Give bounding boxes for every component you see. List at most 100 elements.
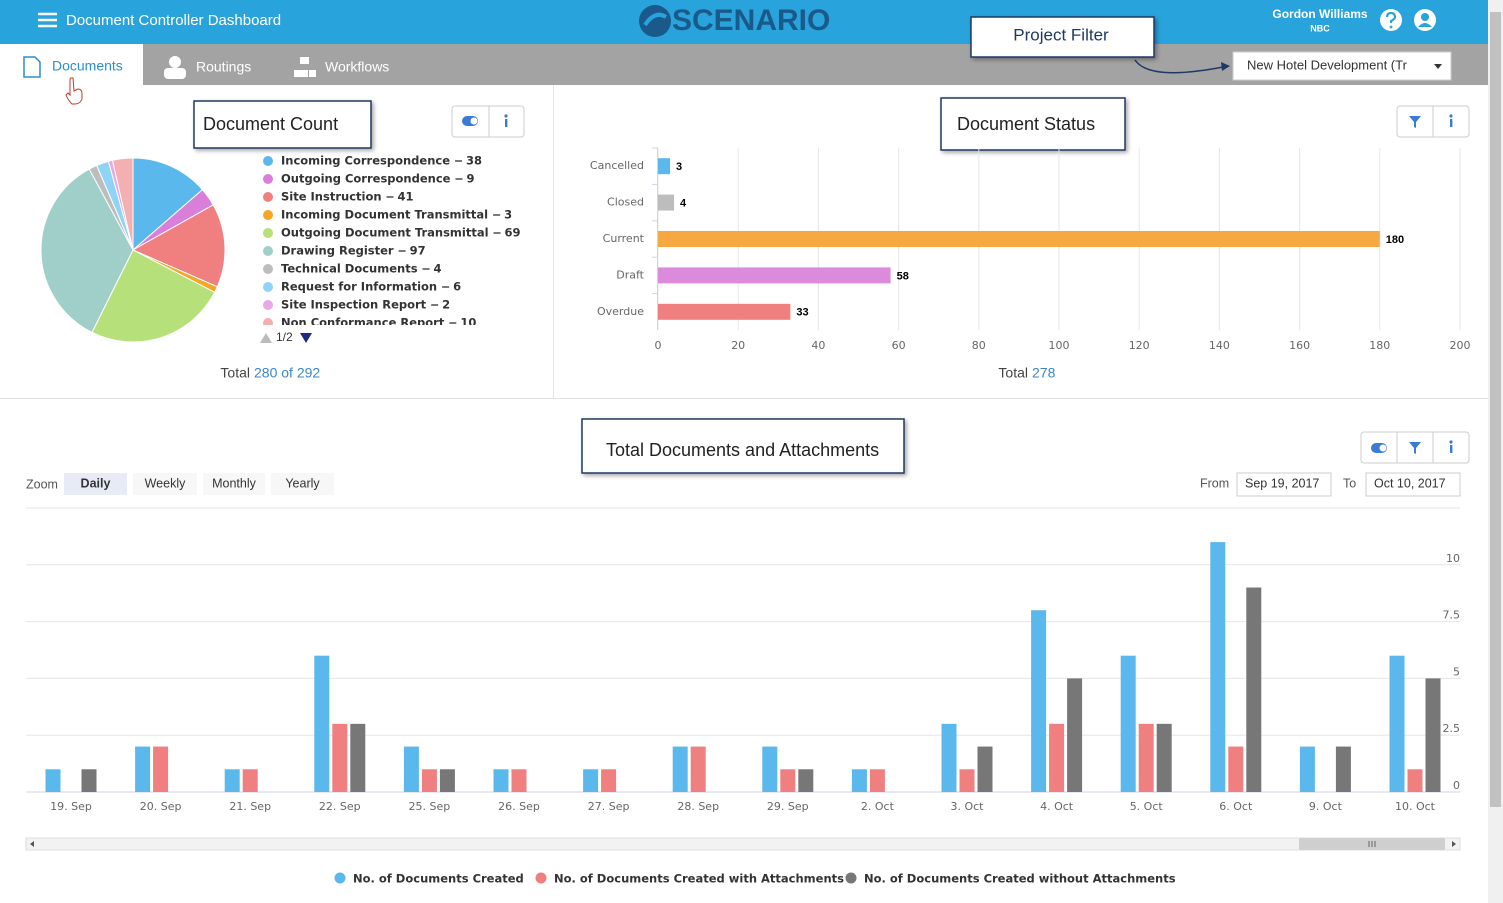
legend-label[interactable]: Non Conformance Report [281,316,445,330]
bar[interactable] [1389,655,1405,792]
pie-slice [91,249,216,343]
menu-button[interactable] [38,12,57,28]
bar[interactable] [1407,769,1423,792]
bar[interactable] [798,769,814,792]
legend-label[interactable]: Site Inspection Report [281,298,427,312]
chart-scrollbar[interactable] [25,837,1461,851]
legend-swatch[interactable] [263,228,273,238]
legend-label[interactable]: Incoming Correspondence [281,154,450,168]
bar[interactable] [511,769,527,792]
legend-label[interactable]: Request for Information [281,280,437,294]
bar[interactable] [658,194,675,211]
legend-swatch[interactable] [263,300,273,310]
bar[interactable] [601,769,617,792]
info-button[interactable] [1449,440,1453,453]
bar[interactable] [869,769,885,792]
bar[interactable] [350,723,366,792]
legend-label[interactable]: Site Instruction [281,190,382,204]
legend-label[interactable]: Drawing Register [281,244,394,258]
bar[interactable] [1156,723,1172,792]
chart-title: Document Status [957,114,1095,134]
bar[interactable] [224,769,240,792]
bar[interactable] [1228,746,1244,792]
bar[interactable] [1120,655,1136,792]
toggle-button[interactable] [1371,443,1387,453]
bar[interactable] [439,769,455,792]
legend-label[interactable]: No. of Documents Created without Attachm… [864,872,1176,886]
to-input[interactable] [1365,472,1461,497]
bar[interactable] [780,769,796,792]
zoom-button[interactable] [203,473,265,495]
legend-swatch[interactable] [263,282,273,292]
page-scrollbar-thumb[interactable] [1490,12,1501,807]
x-tick-label: 3. Oct [950,800,984,813]
legend-swatch[interactable] [263,156,273,166]
bar[interactable] [1425,678,1441,792]
user-icon[interactable] [1414,9,1436,31]
bar[interactable] [421,769,437,792]
legend-swatch[interactable] [263,192,273,202]
bar[interactable] [959,769,975,792]
zoom-button[interactable] [271,473,334,495]
legend-label[interactable]: Technical Documents [281,262,418,276]
bar[interactable] [1299,746,1315,792]
bar[interactable] [941,723,957,792]
project-select[interactable] [1232,51,1452,81]
tab-workflows[interactable]: Workflows [294,57,389,77]
legend-swatch[interactable] [263,318,273,328]
help-icon[interactable] [1380,9,1402,31]
legend-swatch[interactable] [334,872,346,884]
legend-page-up[interactable] [260,333,272,343]
bar[interactable] [583,769,599,792]
bar[interactable] [851,769,867,792]
filter-button[interactable] [1409,442,1421,454]
bar[interactable] [690,746,706,792]
bar[interactable] [1210,542,1226,792]
filter-button[interactable] [1409,116,1421,128]
y-tick-label: 2.5 [1443,722,1461,735]
legend-swatch[interactable] [263,174,273,184]
bar[interactable] [135,746,151,792]
bar[interactable] [658,267,891,284]
legend-label[interactable]: Outgoing Correspondence [281,172,451,186]
zoom-button[interactable] [133,473,197,495]
legend-swatch[interactable] [263,210,273,220]
bar[interactable] [81,769,97,792]
legend-page-down[interactable] [300,333,312,343]
tab-routings[interactable]: Routings [164,56,251,79]
from-input[interactable] [1236,472,1332,497]
bar[interactable] [1067,678,1083,792]
bar[interactable] [762,746,778,792]
legend-swatch[interactable] [535,872,547,884]
bar[interactable] [332,723,348,792]
toggle-button[interactable] [462,116,478,126]
bar[interactable] [403,746,419,792]
bar[interactable] [977,746,993,792]
legend-label[interactable]: No. of Documents Created with Attachment… [554,872,844,886]
bar[interactable] [493,769,509,792]
bar[interactable] [242,769,258,792]
bar[interactable] [1335,746,1351,792]
bar[interactable] [658,158,671,175]
legend-label[interactable]: No. of Documents Created [353,872,524,886]
legend-label[interactable]: Incoming Document Transmittal [281,208,488,222]
bar[interactable] [1138,723,1154,792]
legend-swatch[interactable] [263,264,273,274]
bar[interactable] [658,303,791,320]
bar[interactable] [1031,610,1047,792]
info-button[interactable] [1449,114,1453,127]
x-tick-label: 26. Sep [498,800,540,813]
bar[interactable] [45,769,61,792]
bar[interactable] [672,746,688,792]
legend-swatch[interactable] [845,872,857,884]
legend-swatch[interactable] [263,246,273,256]
bar[interactable] [314,655,330,792]
bar[interactable] [658,231,1380,247]
legend-label[interactable]: Outgoing Document Transmittal [281,226,489,240]
info-button[interactable] [504,114,508,127]
zoom-button[interactable] [64,473,127,495]
bar[interactable] [1049,723,1065,792]
bar[interactable] [1246,587,1262,792]
tab-documents[interactable]: Documents [23,56,123,78]
bar[interactable] [153,746,169,792]
